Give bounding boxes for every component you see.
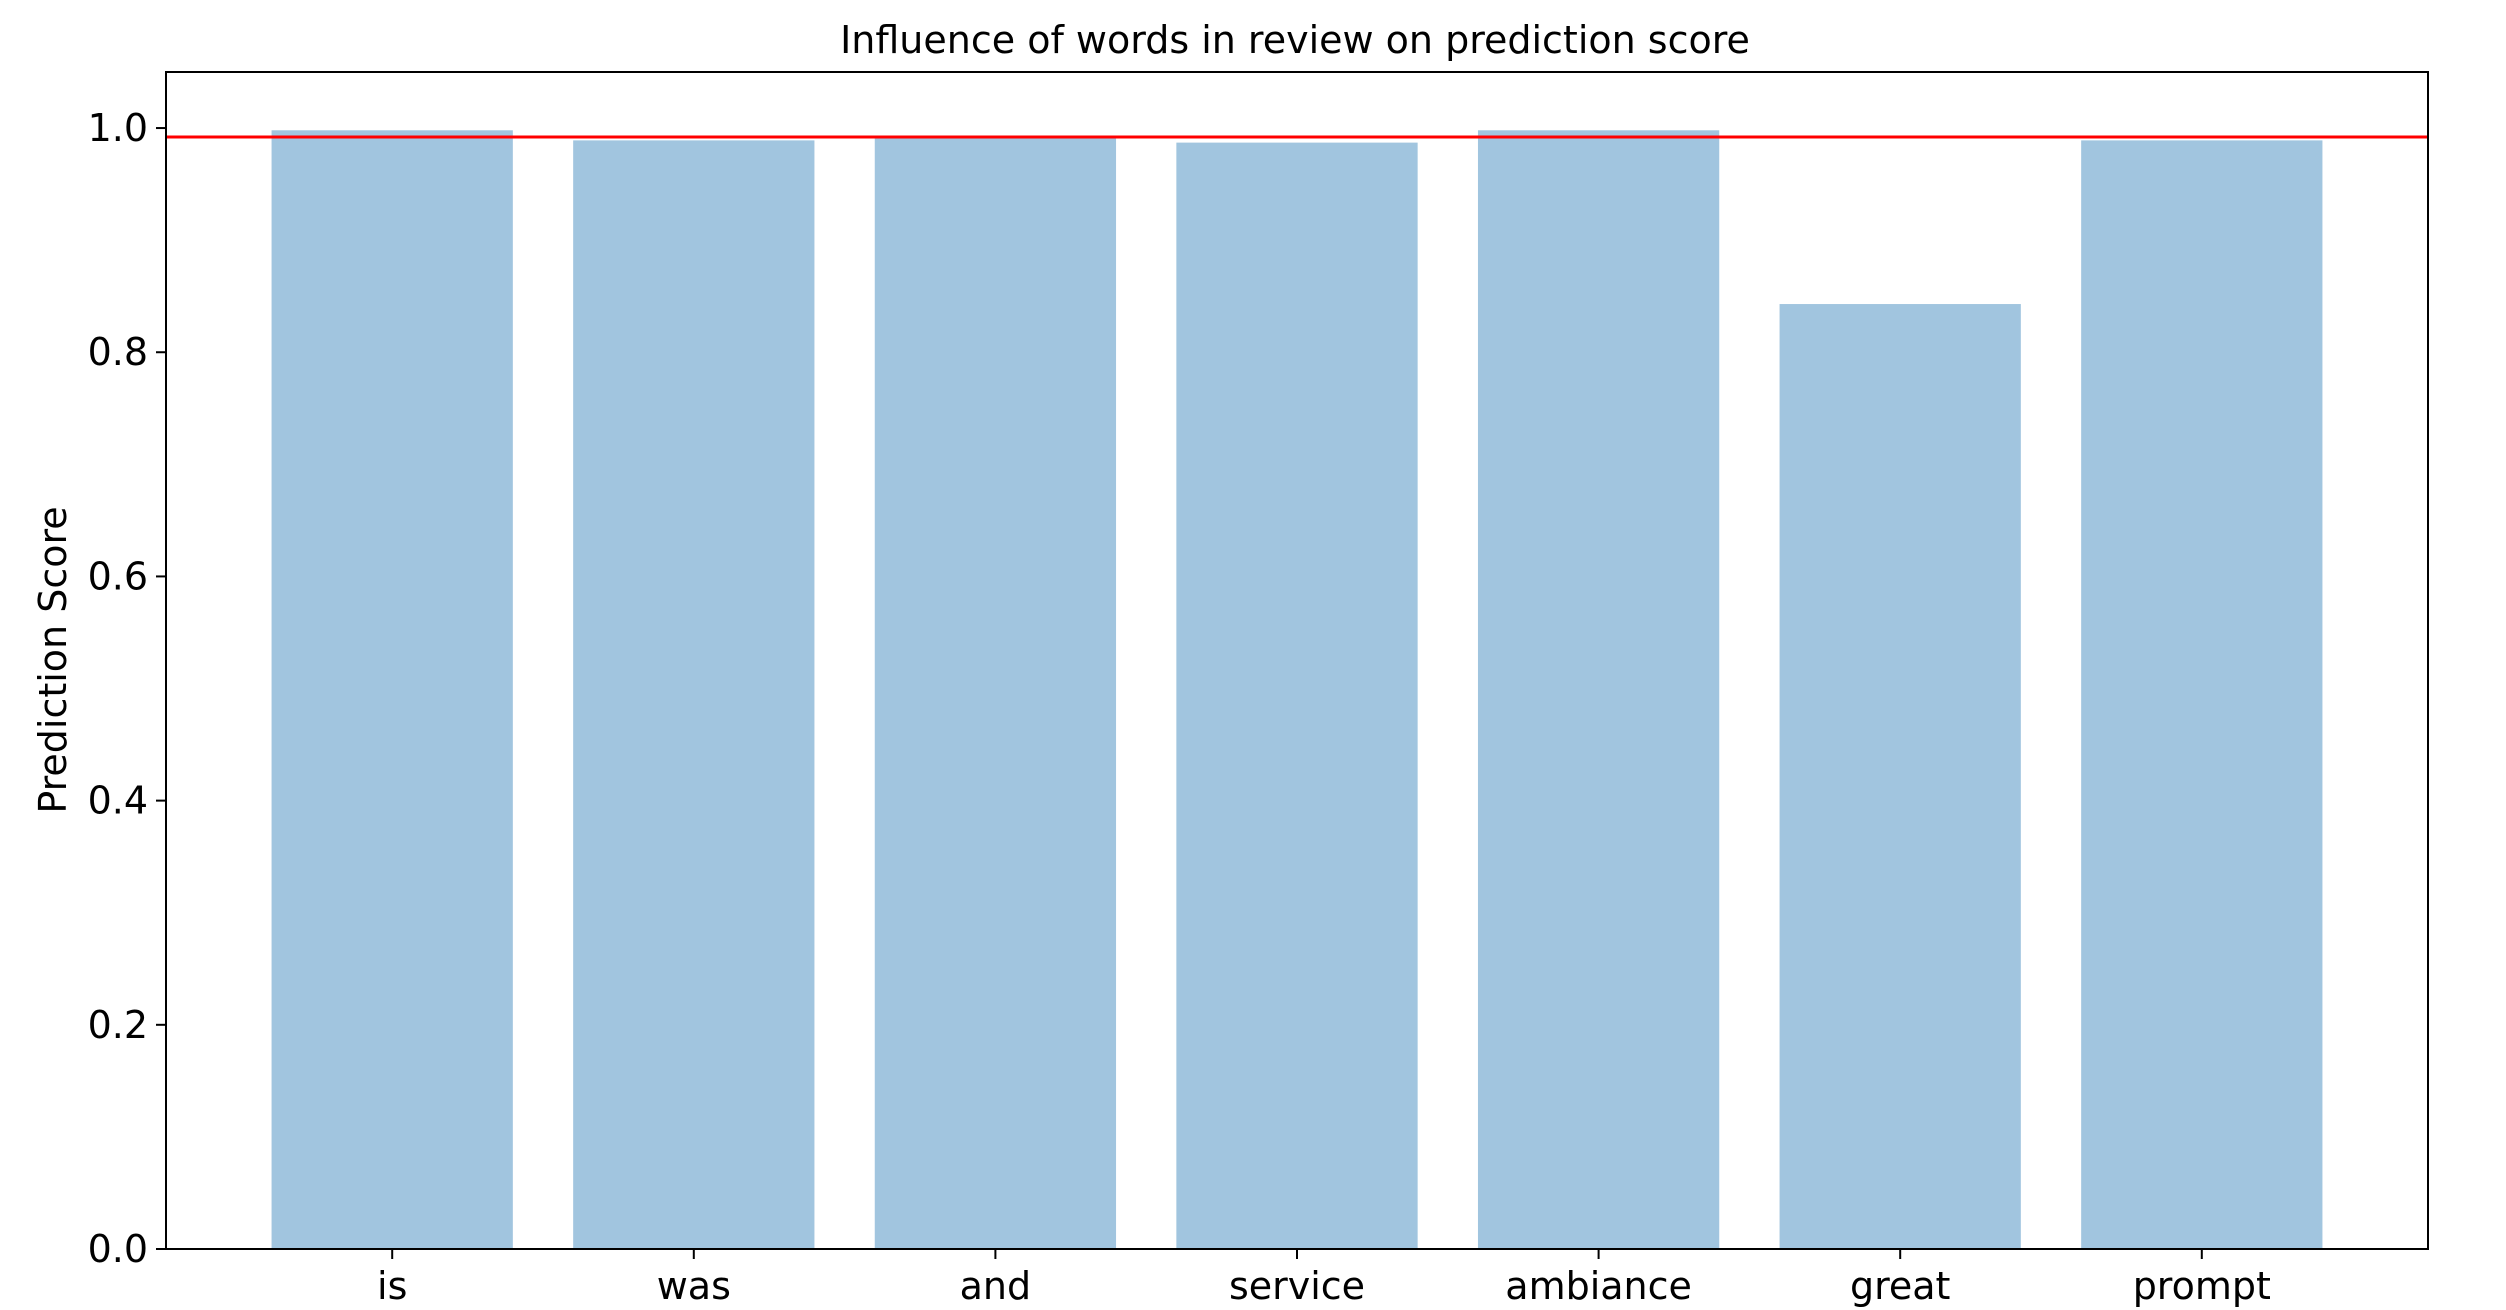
x-tick-label-prompt: prompt — [2133, 1264, 2271, 1308]
y-axis-ticks: 0.0 0.2 0.4 0.6 0.8 1.0 — [88, 106, 166, 1271]
bar-is — [271, 130, 513, 1249]
y-tick-label: 1.0 — [88, 106, 148, 150]
bar-service — [1176, 142, 1418, 1249]
y-axis-label: Prediction Score — [31, 506, 75, 813]
y-tick-label: 0.8 — [88, 330, 148, 374]
bar-great — [1779, 304, 2021, 1250]
chart-title: Influence of words in review on predicti… — [840, 18, 1750, 62]
bar-was — [573, 140, 815, 1250]
x-tick-label-ambiance: ambiance — [1505, 1264, 1692, 1308]
bar-prompt — [2081, 140, 2323, 1250]
y-tick-label: 0.4 — [88, 779, 148, 823]
x-tick-label-great: great — [1850, 1264, 1950, 1308]
x-tick-label-was: was — [657, 1264, 731, 1308]
bar-and — [874, 138, 1117, 1249]
x-tick-label-and: and — [960, 1264, 1032, 1308]
x-axis-ticks: is was and service ambiance great prompt — [377, 1249, 2271, 1308]
bar-ambiance — [1477, 130, 1720, 1249]
y-tick-label: 0.6 — [88, 554, 148, 598]
x-tick-label-is: is — [377, 1264, 407, 1308]
x-tick-label-service: service — [1229, 1264, 1365, 1308]
bars-layer — [271, 130, 2323, 1250]
y-tick-label: 0.0 — [88, 1227, 148, 1271]
y-tick-label: 0.2 — [88, 1003, 148, 1047]
